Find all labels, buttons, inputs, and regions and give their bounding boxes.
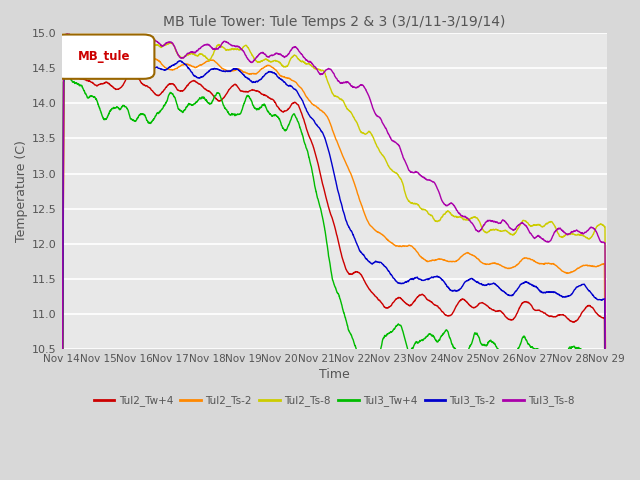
- FancyBboxPatch shape: [54, 35, 154, 79]
- Title: MB Tule Tower: Tule Temps 2 & 3 (3/1/11-3/19/14): MB Tule Tower: Tule Temps 2 & 3 (3/1/11-…: [163, 15, 506, 29]
- X-axis label: Time: Time: [319, 369, 349, 382]
- Legend: Tul2_Tw+4, Tul2_Ts-2, Tul2_Ts-8, Tul3_Tw+4, Tul3_Ts-2, Tul3_Ts-8: Tul2_Tw+4, Tul2_Ts-2, Tul2_Ts-8, Tul3_Tw…: [90, 391, 579, 410]
- Y-axis label: Temperature (C): Temperature (C): [15, 140, 28, 242]
- Text: MB_tule: MB_tule: [78, 50, 131, 63]
